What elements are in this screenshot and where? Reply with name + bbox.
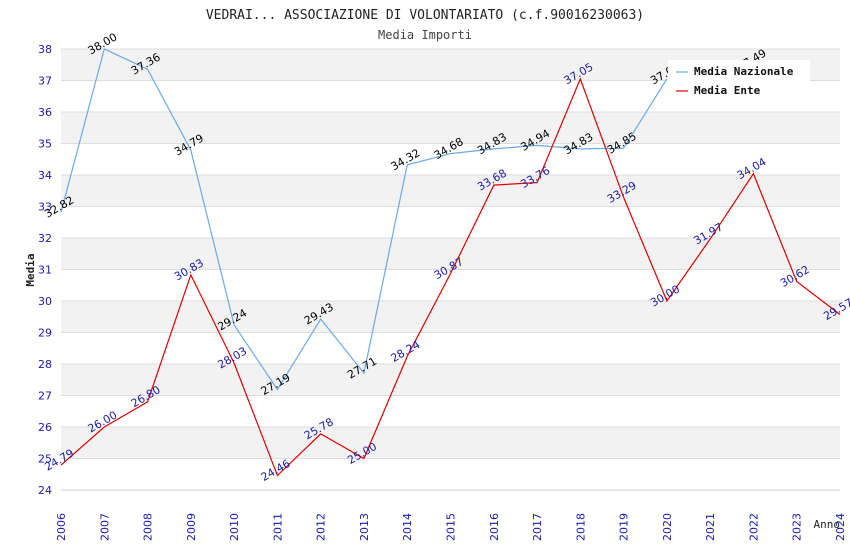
x-tick-label: 2018	[574, 513, 587, 541]
series-line-media-ente	[60, 77, 841, 477]
chart-title: VEDRAI... ASSOCIAZIONE DI VOLONTARIATO (…	[206, 8, 644, 23]
background-band	[61, 238, 840, 270]
x-axis-ticks: 2006 2007 2008 2009 2010 2011 2012 2013 2014 2015…	[55, 513, 847, 541]
x-tick-label: 2016	[488, 513, 501, 541]
y-tick-label: 26	[38, 421, 52, 434]
x-tick-label: 2010	[228, 513, 241, 541]
y-tick-label: 24	[38, 484, 52, 497]
y-axis-label: Media	[24, 253, 37, 286]
y-tick-label: 30	[38, 295, 52, 308]
y-tick-label: 28	[38, 358, 52, 371]
background-band	[61, 112, 840, 144]
legend-box	[668, 60, 810, 102]
legend-label-media-nazionale: Media Nazionale	[694, 65, 794, 78]
legend: Media Nazionale Media Ente	[668, 60, 810, 102]
y-tick-label: 34	[38, 169, 52, 182]
series-line-media-nazionale	[60, 48, 668, 391]
x-tick-label: 2007	[98, 513, 111, 541]
x-axis-label: Anno	[814, 518, 841, 531]
x-tick-label: 2019	[618, 513, 631, 541]
x-tick-label: 2012	[315, 513, 328, 541]
y-tick-label: 27	[38, 390, 52, 403]
x-tick-label: 2013	[358, 513, 371, 541]
x-tick-label: 2021	[704, 513, 717, 541]
x-tick-label: 2014	[401, 513, 414, 541]
y-axis-ticks: 24 25 26 27 28 29 30 31 32 33 34 35 36 37 38	[38, 43, 52, 497]
x-tick-label: 2009	[185, 513, 198, 541]
background-band	[61, 175, 840, 207]
x-tick-label: 2008	[142, 513, 155, 541]
background-band	[61, 301, 840, 333]
x-tick-label: 2006	[55, 513, 68, 541]
y-tick-label: 33	[38, 201, 52, 214]
chart-subtitle: Media Importi	[378, 28, 472, 42]
x-tick-label: 2017	[531, 513, 544, 541]
y-tick-label: 31	[38, 264, 52, 277]
y-tick-label: 36	[38, 106, 52, 119]
x-tick-label: 2020	[661, 513, 674, 541]
x-tick-label: 2024	[834, 513, 847, 541]
data-label-media-nazionale: 34.32	[389, 146, 423, 173]
plot-background-bands	[61, 49, 840, 459]
y-tick-label: 29	[38, 327, 52, 340]
gridlines	[61, 48, 840, 491]
data-label-media-ente: 24.46	[259, 457, 293, 484]
y-tick-label: 32	[38, 232, 52, 245]
x-tick-label: 2015	[445, 513, 458, 541]
series-lines	[60, 48, 841, 477]
legend-label-media-ente: Media Ente	[694, 84, 761, 97]
y-tick-label: 35	[38, 138, 52, 151]
x-tick-label: 2011	[271, 513, 284, 541]
y-tick-label: 38	[38, 43, 52, 56]
x-tick-label: 2023	[791, 513, 804, 541]
y-tick-label: 25	[38, 453, 52, 466]
x-tick-label: 2022	[747, 513, 760, 541]
background-band	[61, 364, 840, 396]
background-band	[61, 427, 840, 459]
y-tick-label: 37	[38, 75, 52, 88]
